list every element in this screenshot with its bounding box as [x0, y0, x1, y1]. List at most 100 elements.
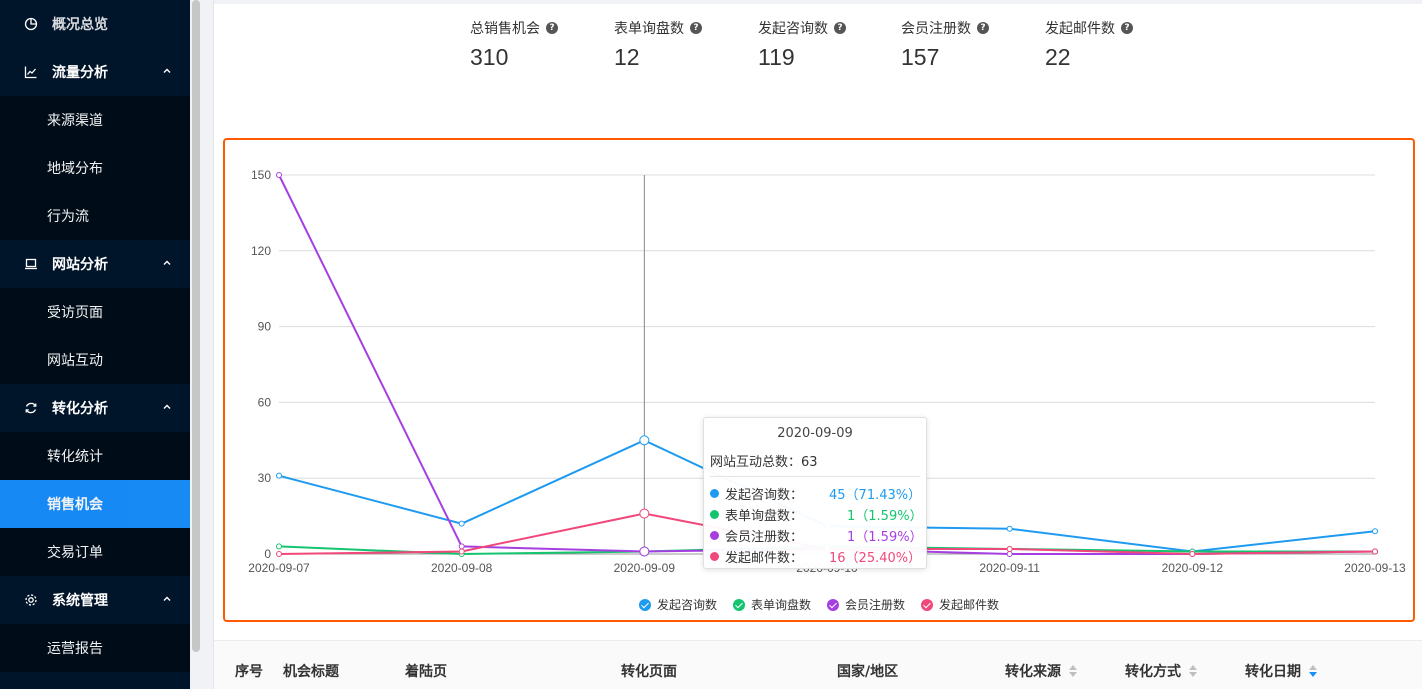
legend-item[interactable]: 表单询盘数 — [732, 596, 811, 613]
sidebar-item-label: 销售机会 — [47, 497, 103, 513]
menu-system-management[interactable]: 系统管理 — [0, 576, 190, 624]
column-header-label: 国家/地区 — [837, 664, 899, 680]
x-tick-label: 2020-09-11 — [979, 561, 1040, 575]
stat-value: 119 — [758, 44, 795, 70]
data-point — [276, 551, 282, 557]
help-icon[interactable]: ? — [977, 22, 989, 34]
data-point — [1006, 525, 1013, 532]
x-tick-label: 2020-09-08 — [431, 561, 493, 575]
stat-emails: 发起邮件数? 22 — [1045, 18, 1133, 71]
legend-label: 表单询盘数 — [750, 598, 811, 612]
stat-member-registrations: 会员注册数? 157 — [901, 18, 989, 71]
stat-label: 发起邮件数 — [1045, 21, 1115, 37]
x-tick-label: 2020-09-07 — [248, 561, 310, 575]
data-point — [276, 472, 282, 479]
menu-conversion-analysis[interactable]: 转化分析 — [0, 384, 190, 432]
data-point — [458, 520, 465, 527]
help-icon[interactable]: ? — [546, 22, 558, 34]
sort-descending-icon[interactable] — [1309, 665, 1317, 677]
tooltip-series-value: 16（25.40%） — [829, 551, 922, 566]
data-point — [276, 543, 282, 550]
column-header-conversion-method[interactable]: 转化方式 — [1125, 661, 1197, 681]
laptop-icon — [25, 258, 37, 270]
data-point — [1006, 545, 1013, 552]
menu-traffic-analysis[interactable]: 流量分析 — [0, 48, 190, 96]
check-icon — [732, 598, 745, 611]
sidebar-item-visited-pages[interactable]: 受访页面 — [0, 288, 190, 336]
data-point — [639, 546, 650, 557]
sidebar-nav: 概况总览 流量分析 来源渠道 地域分布 行为流 网站分析 受访页面 网站互动 转… — [0, 0, 190, 689]
series-dot — [710, 510, 719, 519]
data-point — [276, 172, 282, 178]
gear-icon — [25, 594, 37, 606]
tooltip-series-value: 1（1.59%） — [847, 530, 923, 545]
data-point — [1372, 548, 1378, 555]
stat-label: 总销售机会 — [470, 21, 540, 37]
menu-overview[interactable]: 概况总览 — [0, 0, 190, 48]
data-point — [1006, 551, 1013, 557]
y-tick-label: 30 — [258, 471, 272, 485]
sort-icon[interactable] — [1189, 665, 1197, 677]
sort-icon[interactable] — [1069, 665, 1077, 677]
column-header-label: 转化页面 — [621, 664, 677, 680]
sidebar-item-sales-opportunities[interactable]: 销售机会 — [0, 480, 190, 528]
column-header-label: 机会标题 — [283, 664, 339, 680]
sidebar-scrollbar[interactable] — [192, 0, 200, 652]
stat-label: 发起咨询数 — [758, 21, 828, 37]
menu-traffic-label: 流量分析 — [52, 65, 108, 81]
column-header-country: 国家/地区 — [837, 661, 898, 681]
menu-system-label: 系统管理 — [52, 593, 108, 609]
sidebar-item-label: 受访页面 — [47, 305, 103, 321]
series-dot — [710, 552, 719, 561]
y-tick-label: 120 — [251, 244, 271, 258]
check-icon — [921, 598, 934, 611]
help-icon[interactable]: ? — [690, 22, 702, 34]
help-icon[interactable]: ? — [1121, 22, 1133, 34]
menu-website-label: 网站分析 — [52, 257, 108, 273]
legend-item[interactable]: 发起咨询数 — [638, 596, 717, 613]
sidebar-item-conversion-stats[interactable]: 转化统计 — [0, 432, 190, 480]
x-tick-label: 2020-09-13 — [1344, 561, 1406, 575]
column-header-label: 转化方式 — [1125, 664, 1181, 680]
chevron-up-icon — [163, 596, 171, 601]
sidebar-item-behavior-flow[interactable]: 行为流 — [0, 192, 190, 240]
chart-container: 0 30 60 90 120 150 2020-09-07 2020-09-08 2020-09… — [223, 138, 1415, 622]
tooltip-divider — [710, 476, 920, 477]
sidebar-item-trade-orders[interactable]: 交易订单 — [0, 528, 190, 576]
stat-value: 12 — [614, 44, 640, 70]
stat-form-inquiries: 表单询盘数? 12 — [614, 18, 702, 71]
sidebar-item-label: 转化统计 — [47, 449, 103, 465]
column-header-conversion-source[interactable]: 转化来源 — [1005, 661, 1077, 681]
sidebar-item-label: 交易订单 — [47, 545, 103, 561]
data-point — [458, 543, 465, 550]
data-point — [1189, 551, 1196, 557]
tooltip-series-value: 45（71.43%） — [829, 488, 922, 503]
menu-website-analysis[interactable]: 网站分析 — [0, 240, 190, 288]
y-tick-label: 60 — [258, 395, 272, 409]
chart-tooltip: 2020-09-09 网站互动总数：63 发起咨询数： 45（71.43%） 表… — [703, 417, 927, 569]
stat-value: 22 — [1045, 44, 1071, 70]
help-icon[interactable]: ? — [834, 22, 846, 34]
chevron-up-icon — [163, 68, 171, 73]
chart-legend: 发起咨询数 表单询盘数 会员注册数 发起邮件数 — [225, 596, 1413, 613]
chevron-up-icon — [163, 404, 171, 409]
tooltip-series-name: 发起咨询数： — [725, 488, 804, 503]
sidebar-item-source-channels[interactable]: 来源渠道 — [0, 96, 190, 144]
legend-item[interactable]: 会员注册数 — [827, 596, 905, 613]
column-header-label: 序号 — [235, 664, 263, 680]
column-header-label: 着陆页 — [405, 664, 447, 680]
sidebar-item-label: 来源渠道 — [47, 113, 103, 129]
sidebar-item-site-interaction[interactable]: 网站互动 — [0, 336, 190, 384]
check-icon — [827, 598, 839, 611]
column-header-conversion-date[interactable]: 转化日期 — [1245, 661, 1317, 681]
chevron-up-icon — [163, 260, 171, 265]
x-tick-label: 2020-09-09 — [614, 561, 676, 575]
column-header-label: 转化来源 — [1005, 664, 1061, 680]
table-header-row: 序号 机会标题 着陆页 转化页面 国家/地区 转化来源 转化方式 转化日期 — [214, 640, 1422, 689]
legend-item[interactable]: 发起邮件数 — [921, 596, 999, 613]
sidebar-item-operation-report[interactable]: 运营报告 — [0, 624, 190, 672]
tooltip-row: 发起邮件数： 16（25.40%） — [704, 546, 926, 567]
sidebar-item-region-distribution[interactable]: 地域分布 — [0, 144, 190, 192]
tooltip-series-name: 发起邮件数： — [725, 551, 804, 566]
sidebar-item-label: 地域分布 — [47, 161, 103, 177]
